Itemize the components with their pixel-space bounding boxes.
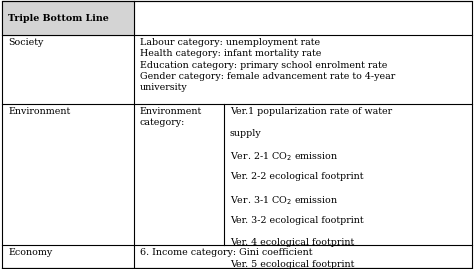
Text: Society: Society — [8, 38, 44, 47]
Text: Environment
category:: Environment category: — [140, 107, 202, 127]
Text: Ver. 3-2 ecological footprint: Ver. 3-2 ecological footprint — [230, 216, 364, 225]
Text: Ver.1 popularization rate of water: Ver.1 popularization rate of water — [230, 107, 392, 116]
Text: Ver. 2-2 ecological footprint: Ver. 2-2 ecological footprint — [230, 172, 364, 182]
Text: Economy: Economy — [8, 248, 52, 257]
Text: Environment: Environment — [8, 107, 70, 116]
Text: 6. Income category: Gini coefficient: 6. Income category: Gini coefficient — [140, 248, 312, 257]
Text: Ver. 4 ecological footprint: Ver. 4 ecological footprint — [230, 238, 354, 247]
Text: Ver. 3-1 CO$_2$ emission: Ver. 3-1 CO$_2$ emission — [230, 194, 338, 207]
Text: Ver. 5 ecological footprint: Ver. 5 ecological footprint — [230, 260, 354, 269]
Text: Triple Bottom Line: Triple Bottom Line — [8, 14, 109, 23]
Text: supply: supply — [230, 129, 262, 138]
Text: Ver. 2-1 CO$_2$ emission: Ver. 2-1 CO$_2$ emission — [230, 151, 338, 163]
Text: Labour category: unemployment rate
Health category: infant mortality rate
Educat: Labour category: unemployment rate Healt… — [140, 38, 395, 92]
